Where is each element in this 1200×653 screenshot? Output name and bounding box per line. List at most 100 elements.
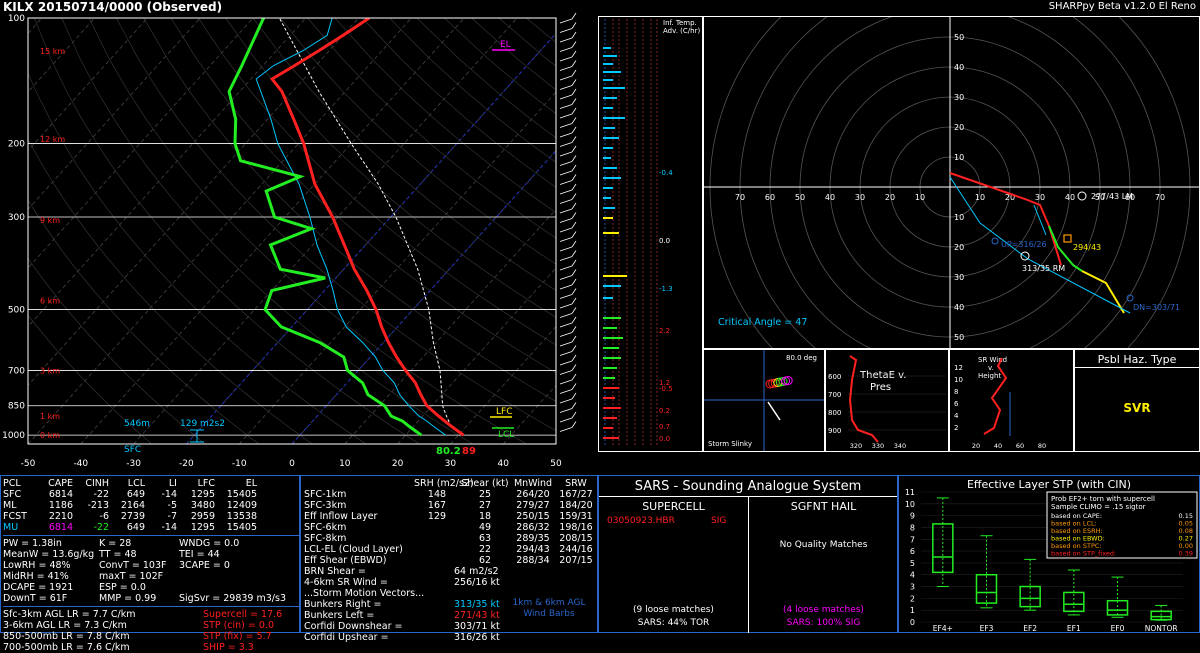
hodo-axis-label: 20 [885, 193, 895, 202]
wind-barb [559, 427, 573, 432]
thetae-y-tick: 700 [828, 391, 841, 399]
kinematic-cell: SFC-8km [304, 533, 347, 544]
wind-barb-flag [571, 297, 577, 305]
inflow-chart: Inf. Temp.Adv. (C/hr) -0.4 0.0 -1.3 2.2 1.2-0… [603, 19, 700, 447]
wind-barb [559, 389, 573, 394]
kinematic-cell: Eff Inflow Layer [304, 511, 378, 522]
inflow-title-2: Adv. (C/hr) [663, 27, 700, 35]
temp-tick-label: -20 [179, 459, 194, 469]
dry-adiabat [225, 18, 556, 318]
index-cell: TEI = 44 [179, 549, 220, 560]
thermo-cell: 1186 [48, 500, 73, 511]
isotherm-line [450, 326, 556, 444]
slinky-ring [783, 376, 793, 385]
temp-tick-label: 40 [497, 459, 509, 469]
thermo-cell: 15405 [226, 489, 257, 500]
thermo-cell: ML [3, 500, 17, 511]
thetae-title-2: Pres [870, 382, 891, 393]
hodograph-panel[interactable]: 70 60 50 40 30 20 10 10 20 30 40 50 60 70 50 40 30 20 10 10… [703, 0, 1200, 428]
wetbulb-trace [255, 18, 446, 436]
hodo-up-marker [991, 237, 999, 245]
parcel-trace [278, 18, 464, 436]
thermo-cell: -6 [99, 511, 109, 522]
stp-info-title: Prob EF2+ torn with supercell [1051, 495, 1155, 503]
wind-barb-flag [571, 88, 577, 96]
hodo-lm-label: 277/43 LM [1091, 192, 1133, 201]
kinematic-table: SRH (m2/s2) Shear (kt) MnWind SRW SFC-1km 148… [304, 478, 596, 643]
inflow-value: -0.4 [659, 169, 673, 177]
wind-barb [559, 313, 573, 318]
kinematic-cell: 63 [478, 533, 492, 544]
thetae-panel: ThetaE v. Pres 600 700 800 900 320 330 340 [825, 349, 949, 452]
isotherm-line [133, 18, 518, 444]
inflow-bar [603, 47, 611, 49]
srwind-y-tick: 12 [954, 364, 963, 372]
stp-category: EF2 [1023, 624, 1037, 632]
wind-barb [559, 75, 573, 81]
stp-y-tick: 4 [910, 571, 915, 580]
srh-value-label: 129 m2s2 [180, 419, 225, 429]
inflow-value: 0.7 [659, 423, 670, 431]
wind-barb [559, 161, 573, 166]
hodo-axis-label: 50 [1095, 193, 1105, 202]
wind-barb-flag [571, 373, 577, 381]
inflow-bar [603, 177, 621, 179]
wind-barb [559, 218, 573, 223]
index-cell: MidRH = 41% [3, 571, 69, 582]
thermo-cell: MU [3, 522, 19, 533]
wind-barb [559, 208, 573, 214]
stp-y-tick: 10 [905, 500, 915, 509]
composite-cell: SHIP = 3.3 [203, 642, 254, 653]
inflow-bar [603, 285, 621, 287]
dewpoint-trace [227, 18, 423, 437]
temp-tick-label: 10 [339, 459, 351, 469]
kinematic-table-panel: SRH (m2/s2) Shear (kt) MnWind SRW SFC-1km 148… [300, 475, 598, 643]
wind-barb-flag [571, 354, 577, 362]
thermo-cell: 2210 [48, 511, 73, 522]
isotherm-line [28, 18, 412, 444]
index-cell: WNDG = 0.0 [179, 538, 240, 549]
hodo-mean-label: 294/43 [1073, 243, 1101, 252]
wind-barb [559, 142, 573, 147]
hodo-dn-label: DN=303/71 [1133, 303, 1180, 312]
stp-info-label: based on ESRH: [1051, 527, 1103, 535]
srwind-x-tick: 40 [994, 442, 1002, 450]
stp-info-value: 0.08 [1179, 527, 1193, 535]
vector-row: Corfidi Upshear = 316/26 kt [304, 632, 596, 643]
hazard-panel: Psbl Haz. Type SVR [1074, 349, 1200, 452]
lapse-row: 700-500mb LR = 7.6 C/km SHIP = 3.3 [3, 642, 299, 653]
inflow-bar [603, 97, 617, 99]
sr-wind-row: 4-6km SR Wind = 256/16 kt [304, 577, 596, 588]
inflow-bar [603, 347, 619, 349]
kinematic-label: 4-6km SR Wind = [304, 577, 388, 588]
dry-adiabat [33, 18, 420, 444]
temp-tick-label: 50 [550, 459, 562, 469]
thermo-row: MU 6814 -22 649 -14 1295 15405 [3, 522, 299, 533]
pressure-tick-label: 700 [8, 367, 25, 377]
kinematic-cell: 129 [427, 511, 447, 522]
inflow-bar [603, 437, 619, 439]
wind-barb [559, 66, 573, 71]
sars-vdivider [748, 496, 749, 633]
hodo-axis-label: 40 [825, 193, 835, 202]
hodo-y-label: 10 [954, 213, 964, 222]
stp-info-value: 0.39 [1179, 550, 1193, 558]
wind-barb [559, 275, 573, 280]
hodo-y-label: 50 [954, 33, 964, 42]
kinematic-cell: 27 [478, 500, 492, 511]
index-cell: TT = 48 [99, 549, 137, 560]
dry-adiabat [61, 18, 474, 444]
stp-info-frame [1046, 491, 1198, 559]
kinematic-cell: 148 [427, 489, 447, 500]
thermo-row: FCST 2210 -6 2739 -7 2959 13538 [3, 511, 299, 522]
isotherm-line [28, 18, 201, 210]
srwind-x-tick: 60 [1016, 442, 1024, 450]
thermo-cell: -22 [93, 489, 109, 500]
thermo-cell: FCST [3, 511, 27, 522]
srwind-y-tick: 6 [954, 400, 959, 408]
height-label: 1 km [40, 412, 60, 421]
sfc-dew-label: 80.2 [436, 446, 461, 457]
slinky-vector [767, 401, 781, 421]
kinematic-label: Bunkers Left = [304, 610, 375, 621]
